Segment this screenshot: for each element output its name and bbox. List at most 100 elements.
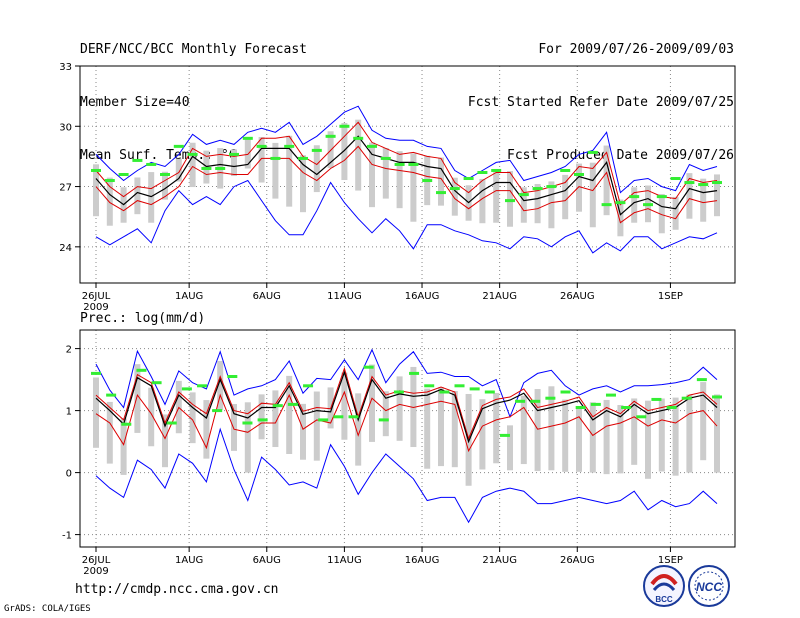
green-mark: [166, 421, 177, 425]
ensemble-bar: [244, 402, 251, 473]
y-tick-label: 30: [59, 122, 72, 133]
ensemble-bar: [534, 183, 541, 224]
green-mark: [545, 396, 556, 400]
ensemble-bar: [300, 403, 306, 460]
series-max: [95, 105, 718, 194]
ensemble-bar: [507, 171, 513, 227]
ensemble-bar: [507, 425, 513, 471]
green-mark: [469, 387, 480, 391]
green-mark: [424, 384, 435, 388]
green-mark: [242, 136, 253, 140]
ensemble-bar: [313, 145, 320, 193]
ensemble-bar: [645, 400, 651, 479]
chart-title: DERF/NCC/BCC Monthly Forecast: [80, 42, 307, 57]
forecast-period: For 2009/07/26-2009/09/03: [538, 42, 734, 57]
x-tick-label: 26AUG: [560, 555, 595, 566]
green-mark: [333, 415, 344, 419]
ensemble-bar: [562, 174, 569, 220]
header-right: For 2009/07/26-2009/09/03 Fcst Started R…: [468, 10, 734, 185]
green-mark: [477, 170, 488, 174]
y-tick-label: 2: [66, 345, 72, 356]
green-mark: [505, 199, 515, 203]
green-mark: [215, 166, 226, 170]
ensemble-bar: [714, 394, 720, 473]
green-mark: [629, 195, 640, 199]
ensemble-bar: [686, 394, 693, 473]
grads-credit: GrADS: COLA/IGES: [4, 604, 91, 614]
green-mark: [656, 195, 667, 199]
ensemble-bar: [520, 395, 527, 465]
plot-frame: [79, 65, 736, 284]
ensemble-bar: [189, 142, 196, 188]
green-mark: [380, 156, 391, 160]
ensemble-bar: [493, 172, 500, 223]
ensemble-bar: [93, 164, 99, 217]
series-ci-lower: [95, 390, 718, 453]
green-mark: [212, 409, 223, 413]
ensemble-bar: [534, 389, 541, 472]
green-mark: [187, 152, 198, 156]
green-mark: [272, 404, 283, 408]
green-mark: [136, 368, 147, 372]
green-mark: [287, 402, 298, 406]
ensemble-bar: [272, 142, 279, 199]
x-tick-label: 26JUL: [82, 555, 111, 566]
green-mark: [325, 134, 336, 138]
ensemble-bar: [451, 177, 458, 216]
green-mark: [530, 399, 541, 403]
plot-frame: [79, 329, 736, 548]
ensemble-bar: [396, 376, 403, 441]
green-mark: [378, 418, 389, 422]
green-mark: [104, 179, 115, 183]
ensemble-bar: [576, 163, 582, 212]
green-mark: [712, 181, 722, 185]
series-ensemble-mean: [95, 370, 718, 444]
green-mark: [303, 384, 314, 388]
bcc-logo-text: BCC: [655, 595, 673, 604]
x-tick-label: 16AUG: [405, 291, 440, 302]
ensemble-bar: [272, 390, 279, 448]
ensemble-bar: [576, 407, 582, 472]
ensemble-bar: [603, 399, 610, 475]
ensemble-bar: [286, 375, 293, 454]
ensemble-bar: [672, 397, 679, 476]
green-mark: [201, 166, 212, 170]
x-year-label: 2009: [83, 566, 108, 577]
green-mark: [439, 390, 450, 394]
green-mark: [409, 371, 420, 375]
green-mark: [484, 390, 495, 394]
ensemble-bar: [258, 136, 265, 183]
green-mark: [91, 168, 101, 172]
y-tick-label: -1: [62, 531, 72, 542]
green-mark: [605, 393, 616, 397]
ensemble-bar: [217, 361, 224, 410]
ensemble-bar: [106, 401, 113, 464]
y-tick-label: 0: [66, 469, 72, 480]
x-tick-label: 21AUG: [482, 555, 517, 566]
ensemble-bar: [562, 399, 569, 472]
green-mark: [311, 148, 322, 152]
bcc-logo: BCC: [643, 565, 685, 607]
green-mark: [106, 393, 117, 397]
ensemble-bar: [286, 135, 293, 207]
y-tick-label: 24: [59, 243, 72, 254]
green-mark: [173, 144, 184, 148]
ensemble-bar: [148, 172, 155, 223]
series-min: [95, 427, 718, 524]
green-mark: [408, 162, 419, 166]
green-mark: [712, 395, 722, 399]
source-url[interactable]: http://cmdp.ncc.cma.gov.cn: [75, 582, 279, 597]
ensemble-bar: [244, 138, 251, 169]
x-tick-label: 26JUL: [82, 291, 111, 302]
ensemble-bar: [231, 149, 237, 177]
ensemble-bar: [424, 388, 431, 469]
ensemble-bar: [617, 199, 624, 237]
green-mark: [684, 181, 695, 185]
green-mark: [256, 144, 267, 148]
green-mark: [601, 203, 612, 207]
ensemble-bar: [134, 364, 141, 433]
green-mark: [587, 150, 598, 154]
ensemble-bar: [162, 171, 168, 200]
ensemble-bar: [438, 157, 444, 206]
ensemble-bar: [175, 158, 182, 182]
